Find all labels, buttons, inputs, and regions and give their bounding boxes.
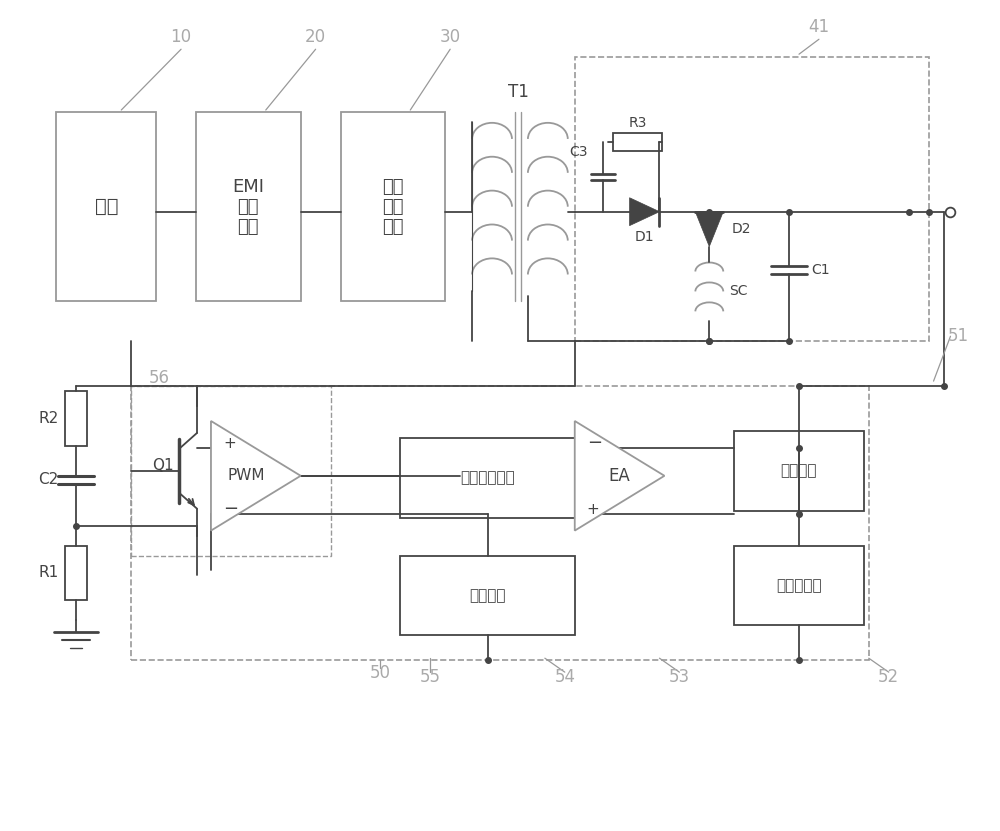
Text: +: + [223,436,236,451]
Text: 市电: 市电 [95,197,118,216]
Text: 电路: 电路 [238,218,259,236]
Text: PWM: PWM [227,469,265,484]
Text: EA: EA [609,467,630,484]
Text: 54: 54 [554,668,575,686]
Bar [131,386,869,660]
Text: Q1: Q1 [152,459,174,474]
Bar [734,431,864,511]
Bar [196,112,301,302]
Text: 整流: 整流 [382,178,404,196]
Text: C3: C3 [569,145,588,159]
Polygon shape [630,198,659,226]
Text: 50: 50 [370,664,391,682]
Bar [56,112,156,302]
Polygon shape [575,421,664,531]
Text: 振荡电路: 振荡电路 [469,588,506,603]
Text: 基准电压源: 基准电压源 [776,578,822,593]
Text: 41: 41 [808,18,829,37]
Bar [131,386,331,556]
Text: EMI: EMI [232,178,264,196]
Text: −: − [587,434,602,452]
Bar [613,133,662,151]
Text: 滤波: 滤波 [238,198,259,216]
Bar [65,546,87,600]
Text: C2: C2 [38,472,58,487]
Text: 10: 10 [171,28,192,47]
Bar [734,546,864,625]
Bar [65,391,87,446]
Text: 55: 55 [420,668,441,686]
Text: 斜波补偿电路: 斜波补偿电路 [460,470,515,485]
Text: T1: T1 [508,83,528,101]
Text: R1: R1 [38,565,58,581]
Text: 53: 53 [669,668,690,686]
Text: C1: C1 [811,263,830,278]
Text: 30: 30 [440,28,461,47]
Text: +: + [587,502,599,517]
Text: 电路: 电路 [382,218,404,236]
Text: SC: SC [729,284,748,298]
Polygon shape [211,421,301,531]
Text: D2: D2 [731,222,751,236]
Text: 56: 56 [149,369,170,387]
Text: 52: 52 [878,668,899,686]
Polygon shape [695,212,723,247]
Text: 采样电路: 采样电路 [781,464,817,479]
Text: R3: R3 [628,116,647,130]
Text: 51: 51 [948,327,969,345]
Text: 滤波: 滤波 [382,198,404,216]
Text: D1: D1 [635,229,654,243]
Text: R2: R2 [38,411,58,426]
Bar [341,112,445,302]
Text: −: − [223,499,238,518]
Bar [400,556,575,635]
Bar [400,438,575,518]
Text: 20: 20 [305,28,326,47]
Bar [575,57,929,342]
